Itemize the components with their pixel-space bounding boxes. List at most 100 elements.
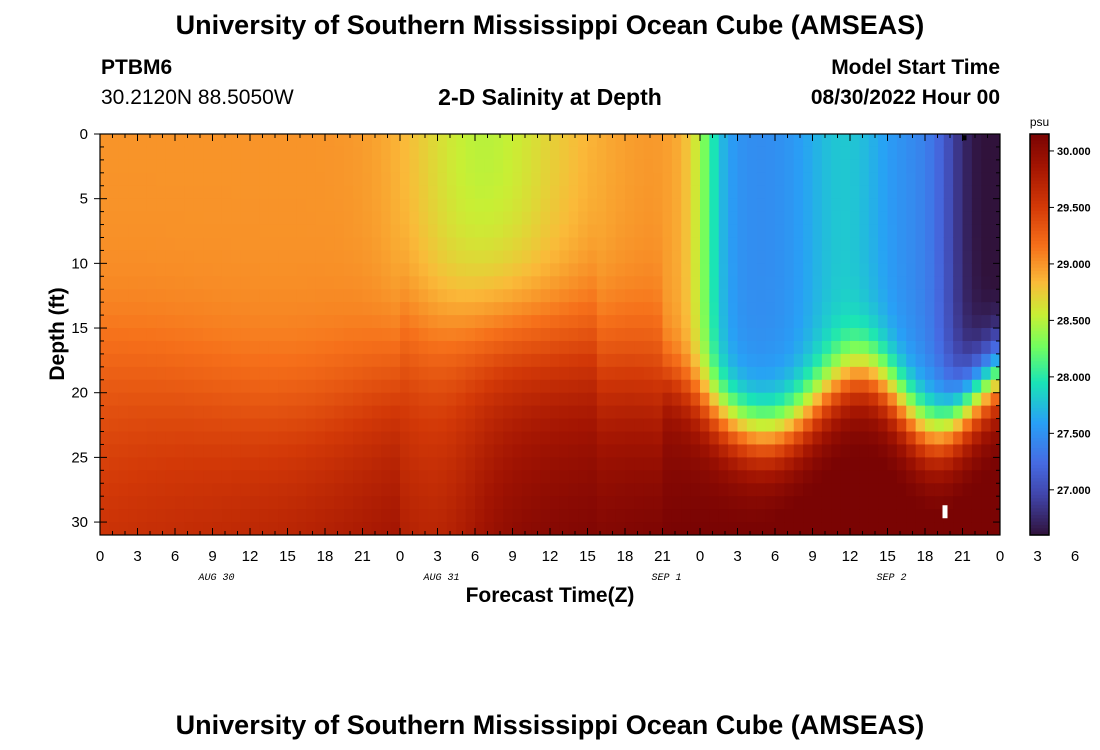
heatmap-cell [456,379,467,394]
heatmap-cell [512,302,523,316]
colorbar-tick-label: 30.000 [1057,146,1091,158]
heatmap-cell [831,224,842,239]
heatmap-cell [325,444,335,458]
heatmap-cell [700,457,710,471]
heatmap-cell [193,418,204,433]
heatmap-cell [371,405,382,420]
heatmap-cell [671,457,682,471]
heatmap-cell [315,159,326,174]
heatmap-cell [484,198,495,213]
heatmap-cell [596,263,607,277]
heatmap-cell [568,431,579,446]
heatmap-cell [981,224,992,239]
heatmap-cell [400,237,410,252]
heatmap-cell [296,366,307,381]
colorbar-segment [1030,177,1049,182]
heatmap-cell [606,328,617,342]
heatmap-cell [371,198,382,213]
heatmap-cell [906,496,917,510]
heatmap-cell [681,328,692,342]
heatmap-cell [484,431,495,446]
heatmap-cell [465,185,476,200]
heatmap-cell [868,198,879,213]
colorbar-segment [1030,304,1049,309]
heatmap-cell [400,353,410,368]
heatmap-cell [212,224,223,239]
heatmap-cell [981,470,992,484]
heatmap-cell [446,366,457,381]
heatmap-cell [625,457,635,471]
heatmap-cell [484,522,495,535]
heatmap-cell [606,172,617,187]
heatmap-cell [962,250,973,264]
heatmap-cell [540,315,551,329]
heatmap-cell [793,483,804,497]
heatmap-cell [653,366,664,381]
heatmap-cell [943,353,954,368]
colorbar-segment [1030,428,1049,433]
heatmap-cell [175,340,185,355]
heatmap-cell [521,522,532,535]
page-title: University of Southern Mississippi Ocean… [175,10,925,40]
heatmap-cell [643,302,654,316]
heatmap-cell [193,496,204,510]
heatmap-cell [221,289,232,303]
heatmap-cell [671,211,682,226]
heatmap-cell [859,405,870,420]
heatmap-cell [240,328,251,342]
heatmap-cell [371,457,382,471]
heatmap-cell [278,211,289,226]
heatmap-cell [587,146,598,161]
heatmap-cell [915,289,926,303]
heatmap-cell [550,470,560,484]
heatmap-cell [690,457,701,471]
x-tick-label: 6 [171,548,179,565]
heatmap-cell [146,289,157,303]
heatmap-cell [775,134,785,148]
heatmap-cell [925,211,935,226]
heatmap-cell [146,302,157,316]
heatmap-cell [296,431,307,446]
heatmap-cell [784,496,795,510]
heatmap-cell [240,302,251,316]
heatmap-cell [775,302,785,316]
heatmap-cell [896,250,907,264]
heatmap-cell [371,276,382,290]
heatmap-cell [446,198,457,213]
heatmap-cell [718,405,729,420]
heatmap-cell [268,302,279,316]
heatmap-cell [428,146,439,161]
heatmap-cell [990,444,1000,458]
heatmap-cell [306,263,317,277]
heatmap-cell [681,289,692,303]
heatmap-cell [887,496,898,510]
heatmap-cell [925,159,935,174]
heatmap-cell [371,470,382,484]
heatmap-cell [793,146,804,161]
heatmap-cell [193,185,204,200]
heatmap-cell [100,224,110,239]
heatmap-cell [831,483,842,497]
heatmap-cell [812,198,823,213]
heatmap-cell [165,366,176,381]
heatmap-cell [681,224,692,239]
heatmap-cell [662,444,673,458]
heatmap-cell [540,470,551,484]
heatmap-cell [643,444,654,458]
heatmap-cell [775,379,785,394]
heatmap-cell [587,263,598,277]
heatmap-cell [934,379,945,394]
heatmap-cell [587,328,598,342]
heatmap-cell [925,198,935,213]
heatmap-cell [681,250,692,264]
heatmap-cell [475,198,485,213]
heatmap-cell [437,185,448,200]
heatmap-cell [315,340,326,355]
heatmap-cell [268,444,279,458]
heatmap-cell [503,470,514,484]
heatmap-cell [203,353,214,368]
heatmap-cell [193,444,204,458]
heatmap-cell [146,237,157,252]
heatmap-cell [587,457,598,471]
heatmap-cell [371,509,382,523]
